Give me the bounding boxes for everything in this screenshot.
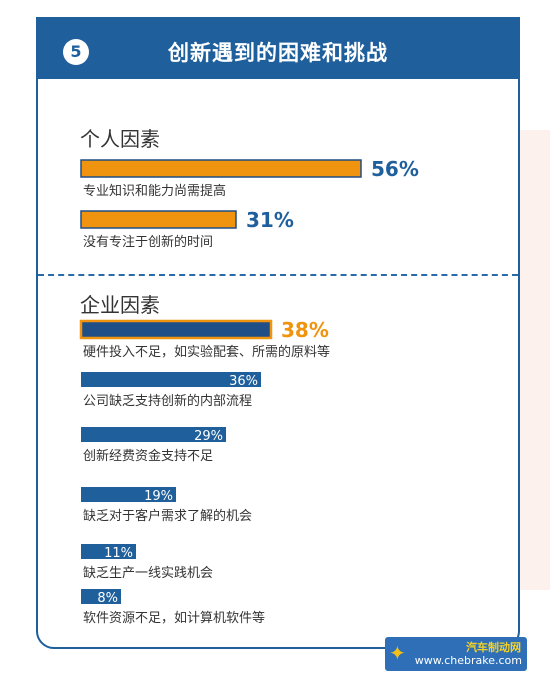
bar-value-label-1-5: 8% xyxy=(97,591,118,606)
bar-value-label-1-4: 11% xyxy=(104,546,133,561)
bar-1-5 xyxy=(81,589,121,604)
bar-value-label-1-1: 36% xyxy=(229,374,258,389)
bar-1-4 xyxy=(81,544,136,559)
section-title-personal: 个人因素 xyxy=(80,127,160,151)
section-title-company: 企业因素 xyxy=(80,293,160,317)
card-header: 5 创新遇到的困难和挑战 xyxy=(38,19,518,79)
bar-value-label-1-2: 29% xyxy=(194,429,223,444)
category-label-1-3: 缺乏对于客户需求了解的机会 xyxy=(83,508,252,524)
bar-1-1 xyxy=(81,372,261,387)
bar-chart: 56% 专业知识和能力尚需提高 31% 没有专注于创新的时间 38% 硬件投入不足，如实验… xyxy=(79,157,419,626)
watermark: ✦ 汽车制动网 www.chebrake.com xyxy=(385,637,527,671)
bar-1-3 xyxy=(81,487,176,502)
section-divider xyxy=(38,274,518,276)
category-label-1-5: 软件资源不足，如计算机软件等 xyxy=(83,610,265,626)
watermark-title: 汽车制动网 xyxy=(466,641,521,654)
bar-0-1 xyxy=(80,210,237,229)
category-label-1-4: 缺乏生产一线实践机会 xyxy=(83,566,213,581)
bar-1-0 xyxy=(79,319,273,340)
bar-0-0 xyxy=(80,159,362,178)
category-label-1-1: 公司缺乏支持创新的内部流程 xyxy=(83,393,252,409)
category-label-0-1: 没有专注于创新的时间 xyxy=(83,234,213,250)
chart-card: 5 创新遇到的困难和挑战 个人因素 企业因素 56% 专业知识和能力尚需提高 31%… xyxy=(36,17,520,649)
bar-1-2 xyxy=(81,427,226,442)
category-label-1-0: 硬件投入不足，如实验配套、所需的原料等 xyxy=(83,344,330,360)
category-label-1-2: 创新经费资金支持不足 xyxy=(83,448,213,464)
bar-value-label-1-3: 19% xyxy=(144,489,173,504)
section-number-badge: 5 xyxy=(63,39,89,65)
bar-value-label-1-0: 38% xyxy=(281,318,329,342)
bar-value-label-0-1: 31% xyxy=(246,208,294,232)
page-title: 创新遇到的困难和挑战 xyxy=(168,41,388,65)
brake-disc-icon: ✦ xyxy=(389,641,406,665)
bar-value-label-0-0: 56% xyxy=(371,157,419,181)
category-label-0-0: 专业知识和能力尚需提高 xyxy=(83,183,226,199)
watermark-url: www.chebrake.com xyxy=(414,654,522,667)
